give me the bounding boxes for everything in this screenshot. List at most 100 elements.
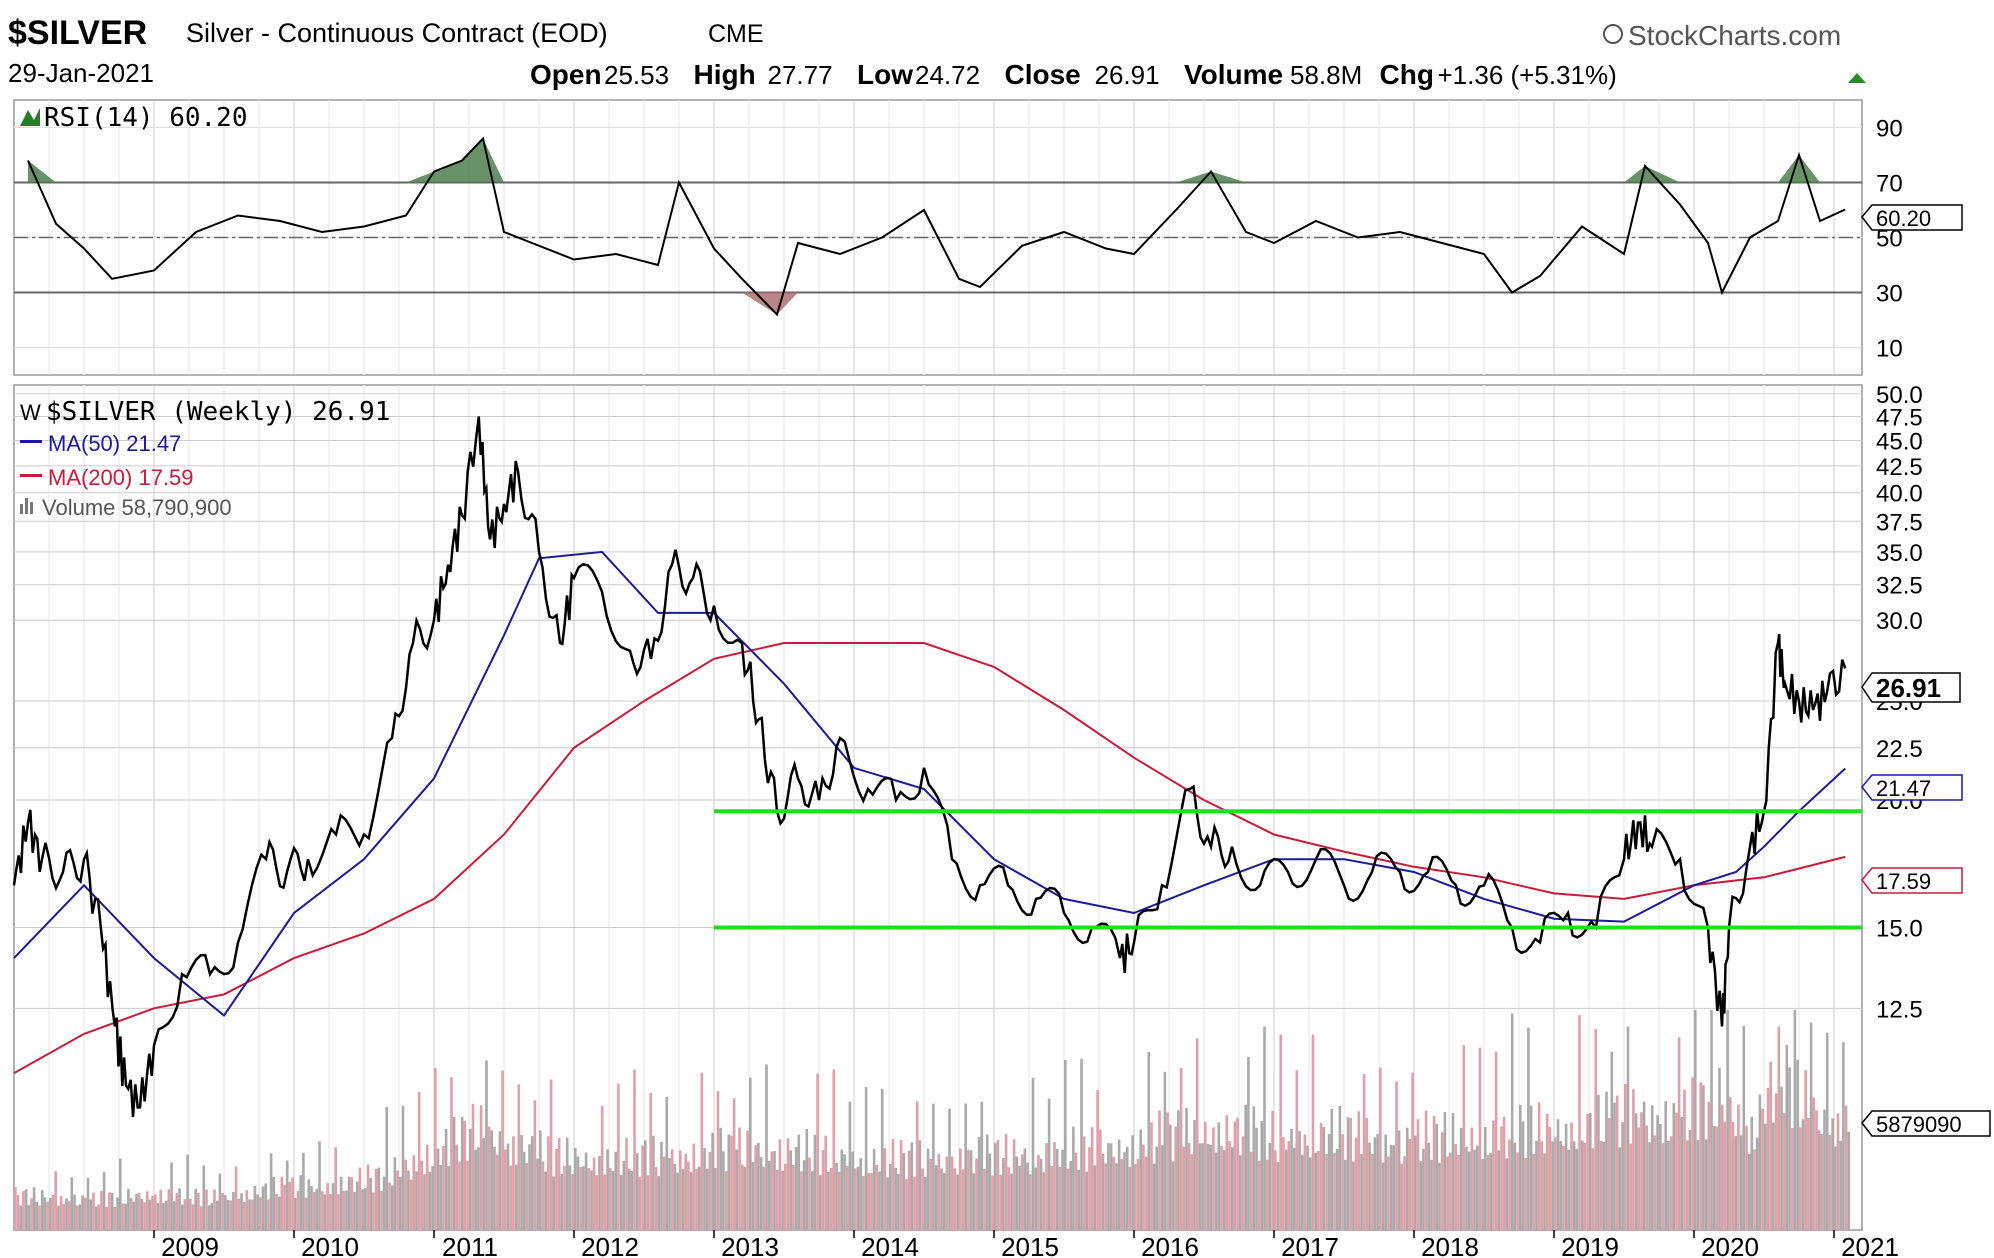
volume-bar [350,1177,354,1230]
volume-bar [1174,1126,1177,1230]
volume-bar [1486,1154,1490,1230]
ma200-legend-swatch [20,474,42,477]
volume-bar [1179,1067,1183,1230]
volume-bar [514,1164,518,1230]
volume-bar [961,1169,965,1230]
volume-bar [1605,1091,1608,1230]
volume-bar [934,1165,938,1230]
volume-bar [859,1158,862,1230]
volume-bar [1712,1126,1716,1230]
volume-bar [1449,1152,1452,1230]
x-tick-label: 2019 [1561,1232,1619,1258]
volume-bar [1236,1117,1239,1230]
volume-bar [1834,1146,1837,1230]
volume-bar [517,1084,521,1230]
volume-bar [1212,1127,1215,1230]
volume-bar [385,1106,389,1230]
quote-value-open: 25.53 [604,60,669,90]
volume-bar [272,1176,276,1230]
volume-bar [552,1176,556,1230]
volume-bar [49,1197,52,1230]
volume-bar [1500,1126,1503,1230]
volume-bar [1753,1149,1756,1230]
volume-bar [1306,1145,1309,1230]
volume-bar [1761,1108,1764,1230]
ma200-current-tag-text: 17.59 [1876,869,1931,894]
price-panel-frame [13,384,1863,1231]
rsi-overbought-fill [1211,171,1246,183]
volume-bar [1691,1077,1694,1230]
volume-bar [1327,1133,1331,1230]
volume-bar [854,1168,857,1230]
volume-bar [442,1146,445,1230]
volume-bar [950,1156,954,1230]
volume-bar [108,1192,111,1230]
volume-bar [1233,1121,1237,1230]
volume-bar [380,1191,383,1230]
volume-bar [337,1194,340,1230]
volume-bar [1785,1045,1789,1230]
volume-bar [703,1148,706,1230]
ma50-legend-swatch [20,440,42,443]
volume-bar [1432,1115,1436,1230]
ma50-current-tag-text: 21.47 [1876,776,1931,801]
volume-bar [1117,1139,1121,1230]
volume-bar [1812,1097,1816,1230]
volume-bar [1554,1137,1557,1230]
volume-bar [140,1198,144,1230]
volume-bar [1481,1158,1484,1230]
volume-bar [202,1165,206,1230]
price-y-tick-label: 42.5 [1876,454,1923,481]
volume-bar [361,1189,364,1230]
volume-bar [886,1177,889,1230]
volume-bar [592,1157,596,1230]
volume-bar [1551,1141,1554,1230]
volume-bar [54,1171,57,1230]
volume-bar [358,1167,362,1230]
volume-bar [576,1156,580,1230]
volume-bar [1589,1112,1592,1230]
volume-bar [477,1147,480,1230]
volume-bar [609,1167,612,1230]
volume-bar [154,1194,157,1230]
volume-bar [310,1186,313,1230]
volume-bar [1309,1157,1312,1230]
volume-bar [1230,1147,1234,1230]
volume-bar [1443,1112,1447,1230]
rsi-legend-text: RSI(14) 60.20 [44,103,248,133]
volume-bar [1020,1154,1024,1230]
volume-bar [1764,1123,1767,1230]
quote-line: Open 25.53 High 27.77 Low 24.72 Close 26.91 Volu… [530,59,1617,90]
volume-bar [1370,1153,1374,1230]
volume-bar [1346,1117,1350,1230]
volume-bar [789,1150,792,1230]
ma200-line [13,642,1846,1074]
quote-label-open: Open [530,59,602,90]
volume-bar [614,1151,617,1230]
ma200-current-tag: 17.59 [1861,867,1963,894]
volume-bar [1362,1074,1366,1230]
volume-bar [1050,1165,1054,1230]
volume-bar [681,1169,685,1230]
volume-bar [267,1199,270,1230]
volume-bar [1066,1168,1070,1230]
volume-bar [1440,1132,1444,1230]
quote-value-high: 27.77 [768,60,833,90]
volume-bar [1839,1140,1842,1230]
volume-bar [245,1190,249,1230]
volume-bar [840,1149,844,1230]
volume-bar [1564,1123,1568,1230]
volume-bar [1397,1130,1401,1230]
copyright-icon [1603,24,1623,44]
volume-bar [1567,1149,1571,1230]
volume-bar [1163,1071,1167,1230]
volume-bar [582,1166,585,1230]
volume-bar [1723,1121,1727,1230]
volume-bar [792,1165,795,1230]
volume-bar [355,1181,359,1230]
volume-bar [347,1176,351,1230]
volume-bar [670,1149,674,1230]
price-legend-text: $SILVER (Weekly) 26.91 [46,397,390,427]
volume-bar [1446,1156,1449,1230]
volume-bar [1772,1122,1775,1230]
